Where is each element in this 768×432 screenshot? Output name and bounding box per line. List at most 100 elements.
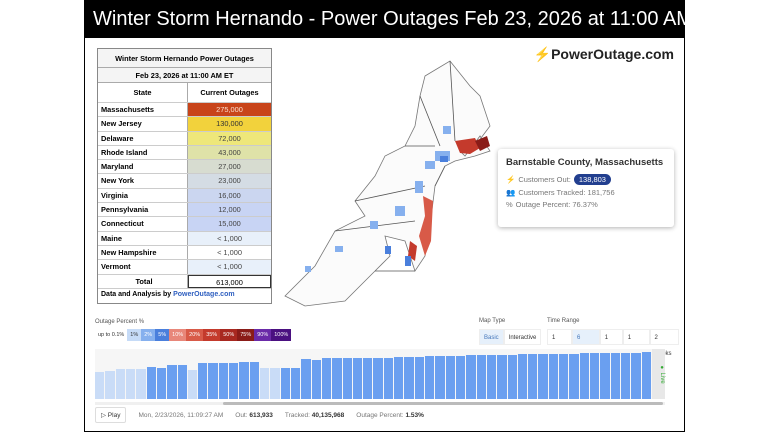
percent-label: Outage Percent: <box>356 411 404 419</box>
timeline-scrollbar[interactable] <box>95 402 665 405</box>
table-title: Winter Storm Hernando Power Outages <box>98 49 271 68</box>
timeline-chart[interactable]: ● Live <box>95 349 665 399</box>
timeline-bar[interactable] <box>590 353 600 399</box>
map-land <box>284 60 491 307</box>
state-name: Delaware <box>98 131 188 145</box>
timestamp: Mon, 2/23/2026, 11:09:27 AM <box>138 411 224 419</box>
timeline-bar[interactable] <box>342 358 352 399</box>
scrollbar-thumb[interactable] <box>223 402 663 405</box>
outage-value: 72,000 <box>188 131 271 145</box>
timeline-bar[interactable] <box>476 355 486 399</box>
timeline-bar[interactable] <box>455 355 466 399</box>
legend-item: up to 0.1% <box>95 329 128 341</box>
map-type-interactive[interactable]: Interactive <box>503 329 542 345</box>
time-range-1-week[interactable]: 1 week <box>622 329 650 357</box>
state-name: New Jersey <box>98 117 188 131</box>
cape-cod-outages <box>475 136 490 151</box>
timeline-bar[interactable] <box>517 354 528 399</box>
table-row: Connecticut 15,000 <box>98 217 271 232</box>
timeline-bar[interactable] <box>435 356 445 399</box>
timeline-bar[interactable] <box>260 368 270 399</box>
timeline-bar[interactable] <box>620 353 631 399</box>
timeline-bar[interactable] <box>404 357 414 399</box>
map-type-basic[interactable]: Basic <box>479 329 504 345</box>
time-range-2-weeks[interactable]: 2 weeks <box>649 329 680 357</box>
timeline-bar[interactable] <box>198 363 208 399</box>
timeline-bar[interactable] <box>559 353 569 399</box>
play-button[interactable]: ▷ Play <box>95 407 127 423</box>
timeline-bar[interactable] <box>156 367 167 399</box>
timeline-bar[interactable] <box>290 367 301 399</box>
timeline-bar[interactable] <box>332 358 342 399</box>
timeline-bar[interactable] <box>249 362 259 399</box>
timeline-bar[interactable] <box>600 353 610 399</box>
outage-map[interactable] <box>275 56 515 311</box>
tooltip-tracked: 👥 Customers Tracked: 181,756 <box>506 188 666 197</box>
timeline-bar[interactable] <box>445 355 455 399</box>
time-range-6-hours[interactable]: 6 hours <box>572 329 600 357</box>
timeline-bar[interactable] <box>414 356 424 399</box>
timeline-bar[interactable] <box>270 368 280 399</box>
time-range-1-day[interactable]: 1 day <box>599 329 623 357</box>
table-row: Virginia 16,000 <box>98 188 271 204</box>
timeline-bar[interactable] <box>125 369 136 399</box>
screenshot-frame: Winter Storm Hernando - Power Outages Fe… <box>84 0 724 432</box>
brand-logo[interactable]: ⚡PowerOutage.com <box>534 46 674 63</box>
timeline-bar[interactable] <box>95 371 105 399</box>
timeline-bar[interactable] <box>579 353 589 399</box>
timeline-bar[interactable] <box>631 352 641 399</box>
timeline-bar[interactable] <box>486 354 497 399</box>
timeline-bar[interactable] <box>301 359 311 399</box>
timeline-bar[interactable] <box>239 362 249 399</box>
timeline-bar[interactable] <box>177 365 187 399</box>
timeline-bar[interactable] <box>115 369 125 399</box>
legend-item: 2% <box>141 329 156 341</box>
timeline-bar[interactable] <box>394 357 404 399</box>
out-stat: Out: 613,933 <box>235 412 273 419</box>
col-outages: Current Outages <box>200 88 259 97</box>
map-type-control: Map Type Basic Interactive <box>479 318 542 345</box>
timeline-bar[interactable] <box>105 370 115 399</box>
timeline-bar[interactable] <box>352 358 363 399</box>
timeline-bar[interactable] <box>363 357 373 399</box>
table-row: Maryland 27,000 <box>98 160 271 175</box>
col-state: State <box>98 83 188 102</box>
poweroutage-link[interactable]: PowerOutage.com <box>173 290 235 298</box>
time-range-label: Time Range <box>547 318 580 324</box>
timeline-bar[interactable] <box>167 365 177 399</box>
timeline-bar[interactable] <box>218 363 229 399</box>
timeline-bar[interactable] <box>146 366 156 399</box>
state-name: Maine <box>98 231 188 245</box>
legend-item: 100% <box>271 329 292 341</box>
timeline-bar[interactable] <box>641 351 651 399</box>
time-range-1-hour[interactable]: 1 hour <box>547 329 573 357</box>
timeline-bar[interactable] <box>208 363 218 399</box>
percent-icon: % <box>506 200 513 209</box>
timeline-bar[interactable] <box>610 353 620 399</box>
table-header: State Current Outages <box>98 83 271 103</box>
timeline-bar[interactable] <box>569 353 579 399</box>
percent-stat: Outage Percent: 1.53% <box>356 412 424 419</box>
state-name: Massachusetts <box>98 103 188 117</box>
live-indicator[interactable]: ● Live <box>652 349 665 399</box>
timeline-bar[interactable] <box>538 354 548 399</box>
tooltip-title: Barnstable County, Massachusetts <box>506 157 664 168</box>
timeline-bar[interactable] <box>136 369 146 399</box>
bolt-icon: ⚡ <box>533 46 552 62</box>
timeline-bar[interactable] <box>373 357 383 399</box>
total-value: 613,000 <box>188 274 271 288</box>
timeline-bar[interactable] <box>311 360 321 399</box>
timeline-bar[interactable] <box>425 356 435 399</box>
timeline-bar[interactable] <box>280 367 290 399</box>
timeline-bar[interactable] <box>528 354 538 399</box>
timeline-bar[interactable] <box>466 355 476 399</box>
timeline-bar[interactable] <box>229 363 239 399</box>
outage-value: 15,000 <box>188 217 271 231</box>
timeline-bar[interactable] <box>507 354 517 399</box>
timeline-bar[interactable] <box>321 358 332 399</box>
timeline-bar[interactable] <box>497 354 507 399</box>
timeline-bar[interactable] <box>383 357 394 399</box>
county-outages-dark <box>385 156 448 266</box>
timeline-bar[interactable] <box>187 370 198 399</box>
timeline-bar[interactable] <box>548 353 559 399</box>
